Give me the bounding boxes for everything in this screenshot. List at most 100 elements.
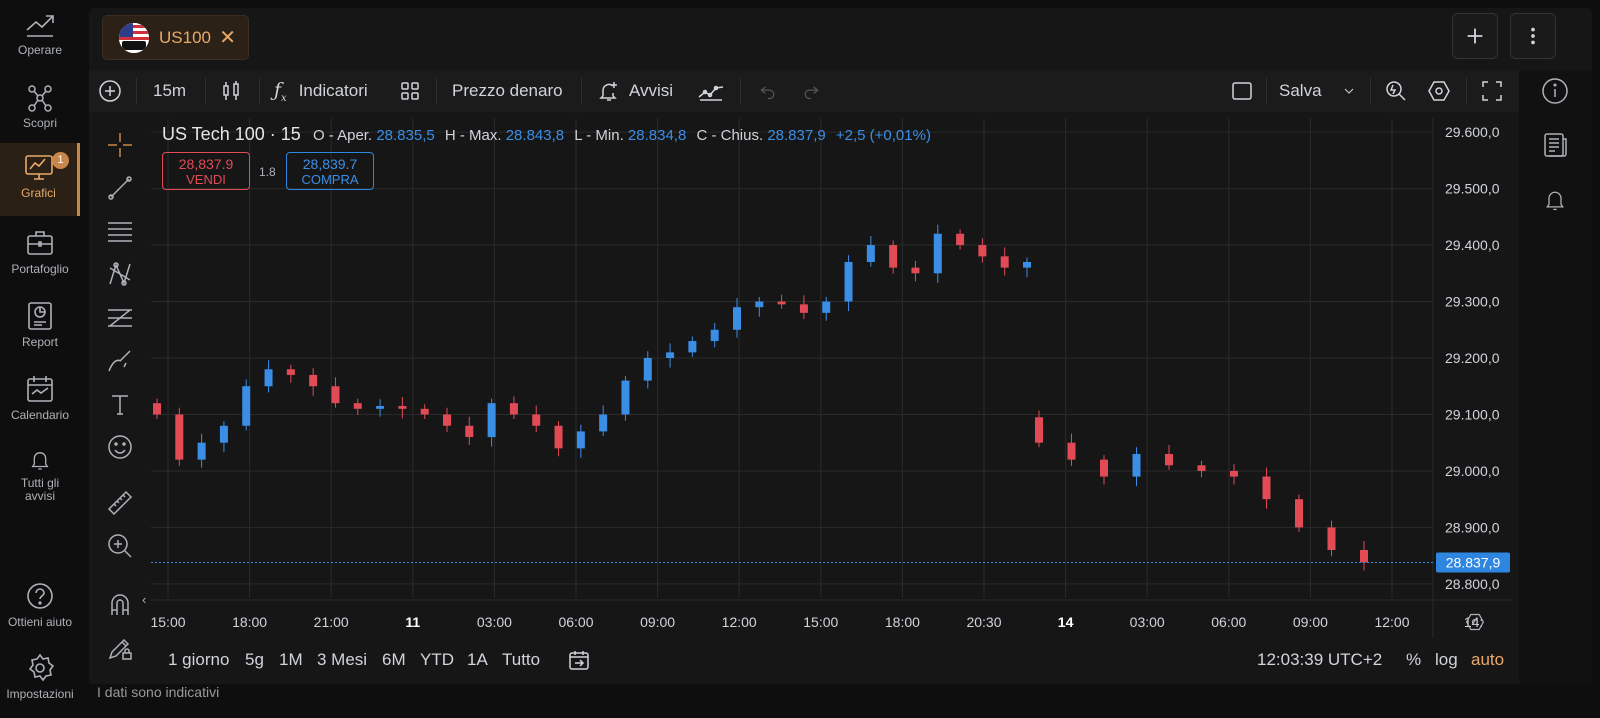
nav-item-grafici[interactable]: Grafici 1: [0, 143, 80, 216]
x-tick-label: 18:00: [885, 614, 920, 630]
percent-toggle[interactable]: %: [1406, 650, 1422, 669]
nav-item-portafoglio[interactable]: Portafoglio: [0, 227, 80, 293]
settings-button[interactable]: [1427, 70, 1451, 112]
line-tool-icon: [108, 176, 132, 200]
text-tool[interactable]: [103, 387, 137, 421]
brush-tool[interactable]: [103, 344, 137, 378]
horizontal-lines-tool[interactable]: [103, 214, 137, 248]
emoji-tool[interactable]: [103, 430, 137, 464]
redo-button[interactable]: [801, 70, 821, 112]
x-tick-label: 09:00: [640, 614, 675, 630]
clock-time[interactable]: 12:03:39 UTC+2: [1257, 650, 1383, 669]
candle-body: [309, 374, 318, 387]
fullscreen-button[interactable]: [1480, 70, 1504, 112]
axis-settings-button[interactable]: [1465, 612, 1485, 637]
auto-toggle[interactable]: auto: [1471, 650, 1505, 669]
collapse-toolbar-icon[interactable]: ‹: [142, 592, 147, 607]
high-value: 28.843,8: [505, 127, 565, 144]
drawing-toolbar: ‹: [89, 118, 151, 684]
symbol-tab[interactable]: US100 ✕: [102, 15, 249, 60]
range-1m[interactable]: 1M: [279, 650, 303, 669]
lock-drawings-tool[interactable]: [103, 631, 137, 665]
nav-label: Report: [21, 335, 59, 349]
interval-selector[interactable]: 15m: [153, 81, 187, 100]
layout-button[interactable]: [1230, 70, 1254, 112]
log-toggle[interactable]: log: [1435, 650, 1458, 669]
chart-area[interactable]: 29.600,0 29.500,0 29.400,0 29.300,0 29.200,0…: [151, 118, 1513, 638]
crosshair-tool[interactable]: [103, 128, 137, 162]
add-symbol-button[interactable]: [98, 70, 122, 112]
goto-date-button[interactable]: [567, 648, 591, 677]
nav-item-avvisi[interactable]: Tutti gli avvisi: [0, 447, 80, 513]
save-menu-button[interactable]: [1341, 70, 1357, 112]
sell-price: 28,837.9: [178, 156, 234, 172]
zoom-tool[interactable]: [103, 529, 137, 563]
close-icon[interactable]: ✕: [219, 27, 236, 49]
measure-tool[interactable]: [103, 486, 137, 520]
trend-line-tool[interactable]: [103, 171, 137, 205]
candle-body: [733, 307, 741, 330]
open-label: O - Aper.: [312, 127, 373, 144]
range-1y[interactable]: 1A: [467, 650, 488, 669]
add-chart-button[interactable]: [1452, 13, 1498, 59]
buy-button[interactable]: 28,839.7 COMPRA: [286, 152, 374, 190]
nav-item-calendario[interactable]: Calendario: [0, 373, 80, 439]
candle-body: [621, 380, 630, 415]
bell-icon: [31, 452, 49, 470]
range-1d[interactable]: 1 giorno: [168, 650, 230, 669]
info-button[interactable]: [1540, 76, 1570, 106]
range-ytd[interactable]: YTD: [420, 650, 454, 669]
candle-body: [844, 262, 853, 302]
chevron-down-icon: [1344, 88, 1354, 94]
candle-body: [465, 425, 474, 438]
chart-type-button[interactable]: [219, 70, 243, 112]
nav-label: Grafici: [21, 186, 56, 200]
nav-item-scopri[interactable]: Scopri: [0, 81, 80, 147]
replay-icon: [698, 85, 724, 101]
sell-button[interactable]: 28,837.9 VENDI: [162, 152, 250, 190]
bell-icon: [1546, 191, 1564, 211]
close-label: C - Chius.: [696, 127, 764, 144]
left-navigation: Operare Scopri Grafici 1 Portafoglio Rep…: [0, 0, 80, 717]
replay-button[interactable]: [697, 70, 725, 112]
templates-button[interactable]: [398, 70, 422, 112]
nav-item-settings[interactable]: Impostazioni: [0, 652, 80, 718]
candle-body: [219, 425, 228, 443]
quick-search-button[interactable]: [1384, 70, 1408, 112]
x-tick-label: 20:30: [966, 614, 1001, 630]
save-button[interactable]: Salva: [1279, 70, 1322, 112]
range-all[interactable]: Tutto: [502, 650, 541, 669]
candle-body: [576, 431, 585, 449]
price-type-selector[interactable]: Prezzo denaro: [452, 81, 563, 100]
candle-body: [376, 406, 385, 409]
candle-body: [643, 358, 652, 381]
news-button[interactable]: [1540, 130, 1570, 160]
nav-item-report[interactable]: Report: [0, 300, 80, 366]
undo-button[interactable]: [758, 70, 778, 112]
candle-body: [1023, 262, 1031, 268]
nav-item-operare[interactable]: Operare: [0, 8, 80, 74]
alerts-label: Avvisi: [629, 81, 674, 100]
alerts-panel-button[interactable]: [1540, 185, 1570, 215]
y-tick-label: 29.300,0: [1445, 294, 1500, 310]
range-3m[interactable]: 3 Mesi: [317, 650, 368, 669]
nav-item-help[interactable]: Ottieni aiuto: [0, 580, 80, 646]
candle-body: [1197, 465, 1206, 471]
nav-label: Operare: [17, 43, 63, 57]
trend-line-icon: [26, 15, 54, 37]
change-value: +2,5 (+0,01%): [835, 127, 931, 144]
price-chart[interactable]: 29.600,0 29.500,0 29.400,0 29.300,0 29.200,0…: [151, 118, 1513, 638]
magnet-tool[interactable]: [103, 588, 137, 622]
right-sidebar: [1519, 70, 1592, 684]
y-tick-label: 29.600,0: [1445, 124, 1500, 140]
pattern-tool[interactable]: [103, 257, 137, 291]
range-6m[interactable]: 6M: [382, 650, 406, 669]
fib-tool[interactable]: [103, 301, 137, 335]
plus-circle-icon: [99, 80, 121, 102]
more-options-button[interactable]: [1510, 13, 1556, 59]
alerts-button[interactable]: Avvisi: [597, 70, 673, 112]
bell-plus-icon: [599, 82, 617, 101]
low-value: 28.834,8: [627, 127, 687, 144]
indicators-button[interactable]: ƒx Indicatori: [274, 70, 368, 112]
range-5d[interactable]: 5g: [245, 650, 264, 669]
